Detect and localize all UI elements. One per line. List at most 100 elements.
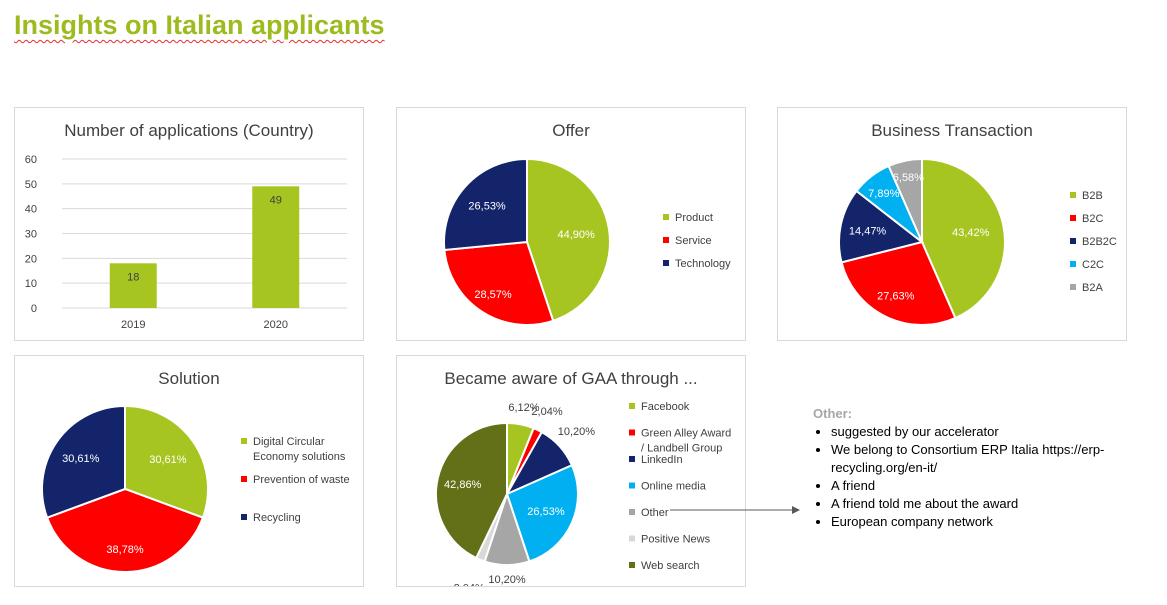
legend-label: B2B: [1082, 190, 1103, 202]
slice-label: 30,61%: [62, 453, 100, 465]
legend-label: C2C: [1082, 259, 1104, 271]
slice-label: 2,04%: [531, 406, 562, 418]
other-list: suggested by our accelerator We belong t…: [813, 423, 1158, 531]
legend-label: Technology: [675, 258, 731, 270]
chart-title: Offer: [552, 121, 590, 140]
pie-slice-online-media: [505, 463, 579, 563]
legend-label: Recycling: [253, 512, 301, 524]
y-tick-label: 0: [31, 303, 37, 315]
applications-chart: Number of applications (Country) 0 10 20 30 4…: [25, 121, 347, 331]
legend-swatch: [663, 260, 669, 266]
slice-label: 28,57%: [474, 289, 512, 301]
bar-2019: [109, 263, 157, 308]
pie-slice-b2a: [887, 157, 923, 243]
y-tick-label: 40: [25, 204, 37, 216]
legend-label: Green Alley Award / Landbell Group: [641, 428, 731, 455]
legend-label: Positive News: [641, 534, 711, 546]
other-title: Other:: [813, 406, 852, 421]
legend-label: Web search: [641, 560, 700, 572]
legend-label: Other: [641, 507, 669, 519]
solution-chart-panel: Solution 30,61% 38,78% 30,61% Digital Circul…: [14, 355, 364, 587]
pie-slice-prevention-of-waste: [45, 487, 205, 573]
legend-swatch: [241, 476, 247, 482]
legend-label: B2B2C: [1082, 236, 1117, 248]
chart-title: Became aware of GAA through ...: [444, 369, 697, 388]
slice-label: 26,53%: [527, 506, 565, 518]
legend-swatch: [629, 482, 635, 489]
legend-swatch: [241, 438, 247, 444]
x-tick-label: 2019: [121, 319, 145, 331]
slice-label: 43,42%: [952, 227, 990, 239]
other-item: suggested by our accelerator: [831, 423, 1158, 441]
slice-label: 26,53%: [468, 201, 506, 213]
slice-label: 38,78%: [106, 544, 144, 556]
legend-label: Product: [675, 212, 713, 224]
pie-slice-service: [443, 240, 555, 326]
legend-label: Digital Circular Economy solutions: [253, 436, 346, 463]
pie-slice-b2c: [840, 240, 957, 326]
y-tick-label: 60: [25, 154, 37, 166]
legend-swatch: [629, 535, 635, 542]
bar-value-label: 49: [270, 194, 282, 206]
aware-chart-panel: Became aware of GAA through ... 6,12% 2,04…: [396, 355, 746, 587]
bar-value-label: 18: [127, 271, 139, 283]
bar-2020: [252, 186, 300, 308]
slice-label: 44,90%: [558, 229, 596, 241]
legend-swatch: [629, 456, 635, 462]
legend-label: Service: [675, 235, 712, 247]
page-title: Insights on Italian applicants: [14, 10, 385, 40]
legend-label: Online media: [641, 481, 707, 493]
slice-label: 6,12%: [508, 402, 539, 414]
slice-label: 10,20%: [488, 574, 526, 586]
offer-chart: Offer 44,90% 28,57% 26,53% Product Service Tec…: [443, 121, 731, 326]
legend-swatch: [1070, 261, 1076, 267]
pie-slice-b2b2c: [838, 189, 925, 264]
legend-swatch: [663, 237, 669, 243]
aware-chart: Became aware of GAA through ...6,12%2,04…: [435, 369, 731, 586]
y-tick-label: 20: [25, 253, 37, 265]
slice-label: 14,47%: [849, 226, 887, 238]
slice-label: 6,58%: [893, 172, 924, 184]
slice-label: 27,63%: [877, 291, 915, 303]
pie-slice-recycling: [40, 404, 126, 519]
pie-slice-technology: [443, 157, 528, 252]
other-item: European company network: [831, 513, 1158, 531]
pie-slice-digital-circular-economy-solutions: [124, 404, 210, 519]
pie-slice-b2b: [921, 157, 1006, 320]
legend-swatch: [629, 403, 635, 409]
pie-slice-web-search: [435, 421, 508, 560]
other-item: A friend: [831, 477, 1158, 495]
slice-label: 42,86%: [444, 479, 482, 491]
chart-title: Number of applications (Country): [64, 121, 313, 140]
other-arrow-icon: [670, 506, 800, 514]
legend-label: B2C: [1082, 213, 1103, 225]
other-item: A friend told me about the award: [831, 495, 1158, 513]
chart-title: Solution: [158, 369, 219, 388]
legend-swatch: [1070, 192, 1076, 198]
legend-swatch: [629, 562, 635, 568]
slice-label: 10,20%: [558, 426, 596, 438]
legend-swatch: [1070, 284, 1076, 290]
legend-label: B2A: [1082, 282, 1103, 294]
legend-swatch: [1070, 238, 1076, 244]
chart-title: Business Transaction: [871, 121, 1033, 140]
slice-label: 7,89%: [868, 188, 899, 200]
solution-chart: Solution 30,61% 38,78% 30,61% Digital Circul…: [40, 369, 350, 573]
offer-chart-panel: Offer 44,90% 28,57% 26,53% Product Service Tec…: [396, 107, 746, 341]
business-chart-panel: Business Transaction 43,42% 27,63% 14,47% 7,…: [777, 107, 1127, 341]
other-item: We belong to Consortium ERP Italia https…: [831, 441, 1158, 477]
other-notes: Other: suggested by our accelerator We b…: [813, 406, 1158, 531]
business-chart: Business Transaction 43,42% 27,63% 14,47% 7,…: [838, 121, 1117, 326]
y-tick-label: 30: [25, 229, 37, 241]
y-tick-label: 50: [25, 179, 37, 191]
legend-swatch: [629, 509, 635, 515]
x-tick-label: 2020: [264, 319, 288, 331]
legend-swatch: [241, 514, 247, 520]
applications-chart-panel: Number of applications (Country) 0 10 20 30 4…: [14, 107, 364, 341]
slice-label: 2,04%: [454, 582, 485, 586]
legend-swatch: [629, 429, 635, 436]
y-tick-label: 10: [25, 278, 37, 290]
legend-label: Prevention of waste: [253, 474, 350, 486]
legend-swatch: [663, 214, 669, 220]
legend-label: LinkedIn: [641, 454, 683, 466]
